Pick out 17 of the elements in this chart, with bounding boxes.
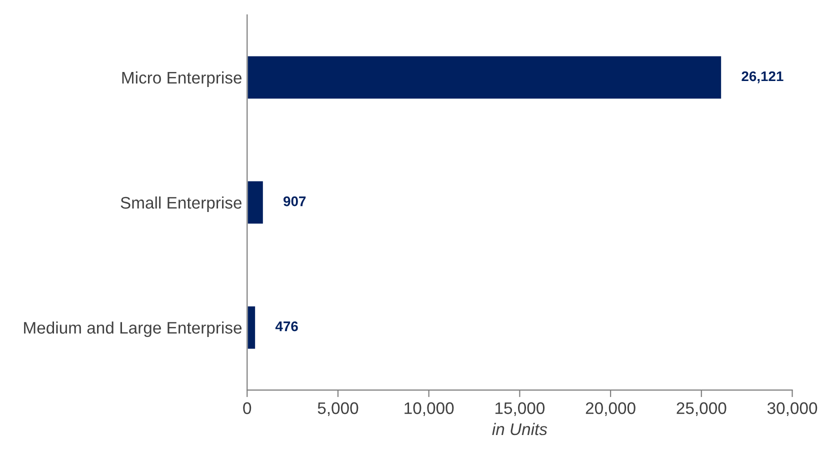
data-label: 476 [275,321,298,332]
x-tick-label: 15,000 [495,402,545,416]
x-tick-label: 5,000 [318,402,358,416]
data-label: 907 [284,196,306,206]
x-tick-label: 30,000 [767,402,818,416]
y-tick-label: Micro Enterprise [122,71,242,87]
data-label: 26,121 [742,71,784,84]
y-tick-label: Small Enterprise [120,196,242,212]
x-tick-label: 20,000 [586,402,636,416]
y-tick-label: Medium and Large Enterprise [24,321,242,338]
bar [247,180,264,226]
x-tick-label: 10,000 [404,402,454,416]
bar [247,54,722,100]
x-tick-label: 0 [243,402,252,414]
x-axis-title: in Units [492,422,548,436]
bar [247,304,256,350]
x-tick-label: 25,000 [676,402,726,416]
